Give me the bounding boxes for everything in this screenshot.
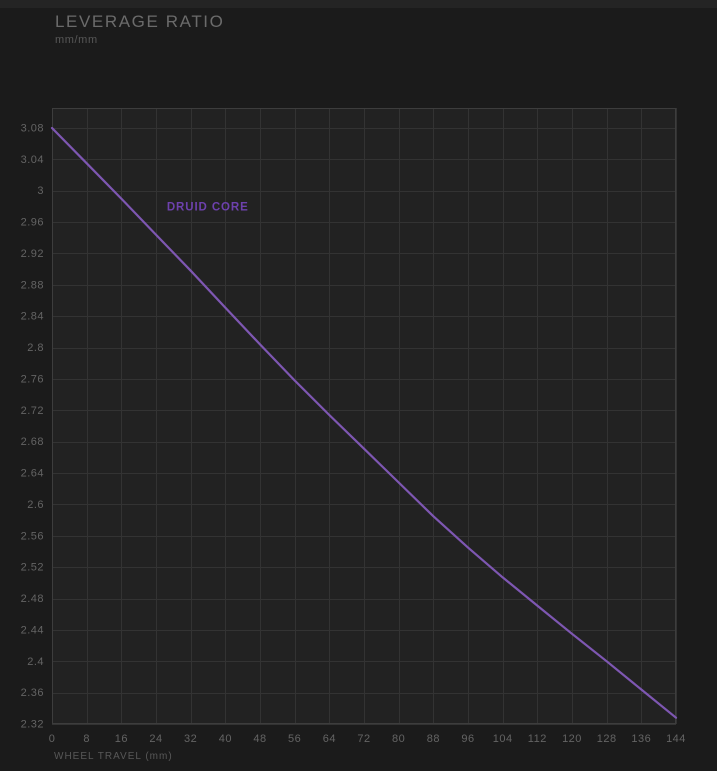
grid	[52, 108, 677, 725]
y-tick-label: 2.32	[21, 719, 44, 731]
y-tick-label: 2.56	[21, 530, 44, 542]
top-strip	[0, 0, 717, 8]
x-tick-label: 24	[149, 733, 162, 745]
y-tick-label: 2.36	[21, 687, 44, 699]
x-tick-label: 48	[253, 733, 266, 745]
y-tick-label: 2.4	[27, 656, 44, 668]
y-tick-label: 3.08	[21, 122, 44, 134]
x-tick-label: 136	[631, 733, 651, 745]
x-tick-label: 32	[184, 733, 197, 745]
x-tick-label: 40	[219, 733, 232, 745]
y-tick-label: 2.92	[21, 248, 44, 260]
y-tick-label: 2.6	[27, 499, 44, 511]
y-tick-label: 2.72	[21, 405, 44, 417]
x-tick-label: 112	[528, 733, 547, 745]
y-tick-label: 2.52	[21, 562, 44, 574]
x-tick-label: 104	[493, 733, 513, 745]
x-tick-label: 88	[427, 733, 440, 745]
x-tick-label: 0	[49, 733, 56, 745]
y-tick-label: 2.8	[27, 342, 44, 354]
x-tick-label: 56	[288, 733, 301, 745]
x-tick-label: 16	[115, 733, 128, 745]
series-label-druid-core: DRUID CORE	[167, 201, 249, 213]
plot-border	[52, 108, 676, 724]
x-tick-label: 80	[392, 733, 405, 745]
x-tick-label: 120	[562, 733, 582, 745]
x-axis-title: WHEEL TRAVEL (mm)	[54, 751, 173, 762]
y-tick-label: 2.84	[21, 311, 44, 323]
y-tick-label: 2.76	[21, 373, 44, 385]
series-line-druid-core	[50, 126, 678, 719]
y-tick-label: 2.48	[21, 593, 44, 605]
chart-subtitle: mm/mm	[55, 34, 98, 46]
x-tick-label: 64	[323, 733, 336, 745]
y-tick-label: 2.96	[21, 217, 44, 229]
y-tick-label: 2.64	[21, 468, 44, 480]
y-tick-label: 2.44	[21, 624, 44, 636]
y-tick-label: 2.88	[21, 279, 44, 291]
x-tick-label: 96	[461, 733, 474, 745]
x-tick-label: 128	[597, 733, 617, 745]
x-tick-label: 8	[83, 733, 90, 745]
y-tick-label: 3	[37, 185, 44, 197]
x-tick-label: 144	[666, 733, 686, 745]
chart-header: LEVERAGE RATIO mm/mm	[55, 12, 224, 46]
chart-title: LEVERAGE RATIO	[55, 12, 225, 31]
x-tick-label: 72	[357, 733, 370, 745]
y-tick-label: 2.68	[21, 436, 44, 448]
y-tick-label: 3.04	[21, 154, 44, 166]
